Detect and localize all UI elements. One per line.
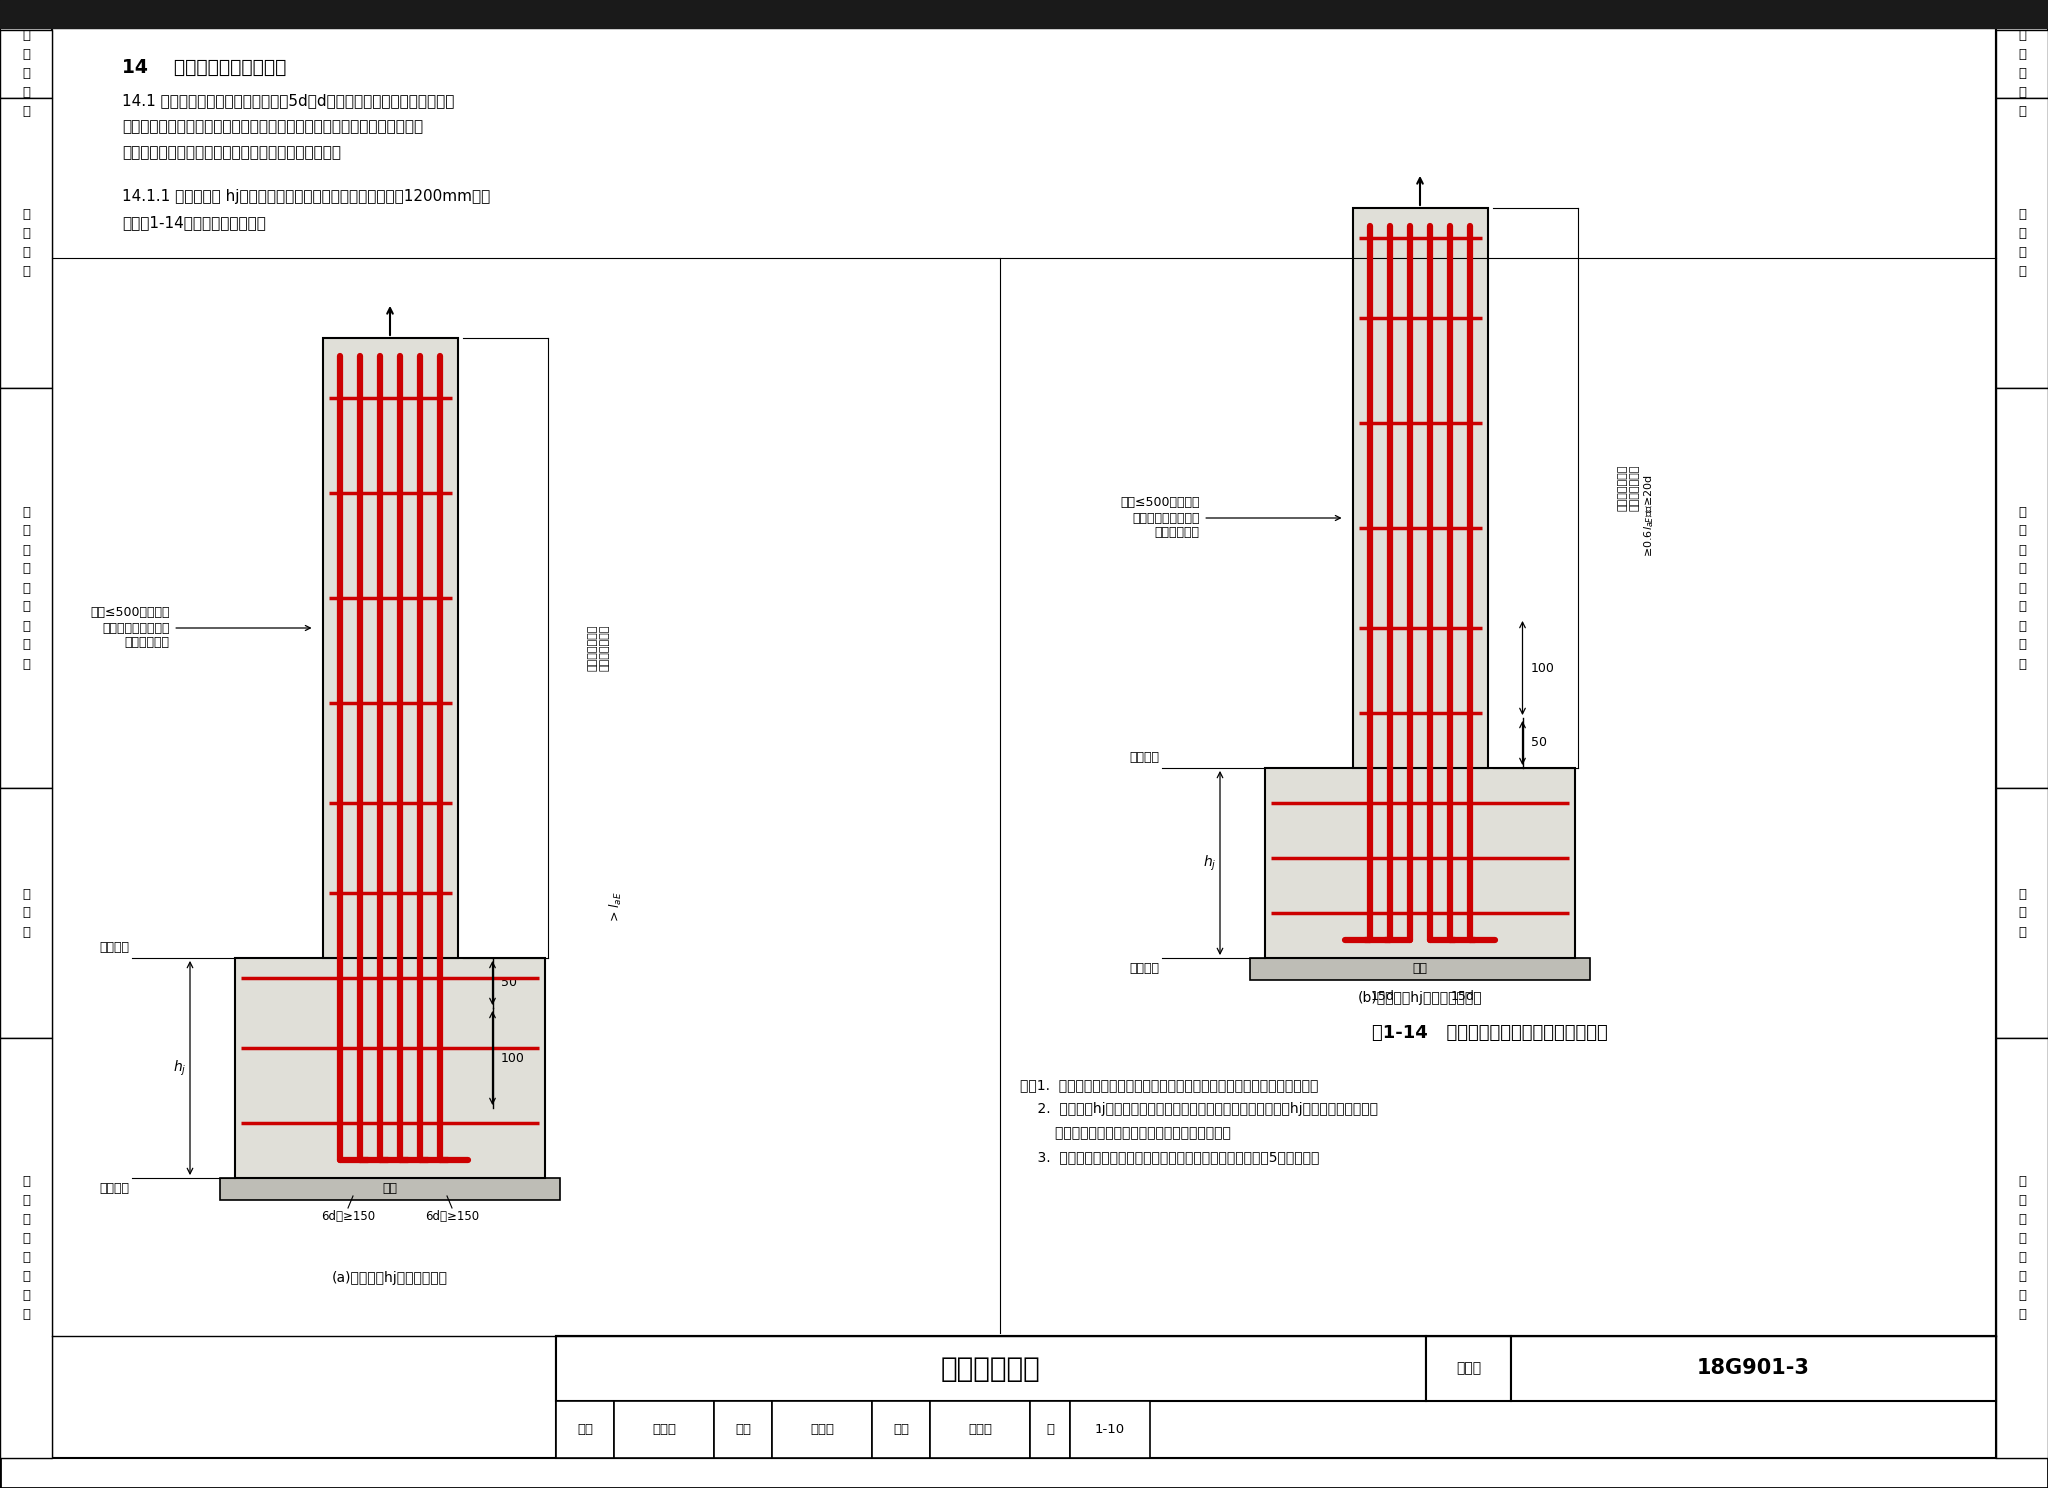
Bar [1997,98,2048,388]
Text: 校对: 校对 [735,1423,752,1436]
Text: 黄志刚: 黄志刚 [651,1423,676,1436]
Bar [236,958,545,1178]
Text: 柱纵向钢筋搭接
长度范围内箍筋: 柱纵向钢筋搭接 长度范围内箍筋 [588,625,610,671]
Text: 3.  本图适用于纵向受力钢筋的保护层厚度大于最大钢筋直径5倍的情况。: 3. 本图适用于纵向受力钢筋的保护层厚度大于最大钢筋直径5倍的情况。 [1020,1150,1319,1164]
Text: 曹云锋: 曹云锋 [811,1423,834,1436]
Text: 基础顶面: 基础顶面 [98,940,129,954]
Text: 审核: 审核 [578,1423,594,1436]
Text: 18G901-3: 18G901-3 [1698,1359,1810,1378]
Text: 页: 页 [1047,1423,1055,1436]
Text: 一
般
构
造
要
求: 一 般 构 造 要 求 [2017,10,2025,118]
Bar [0,30,51,98]
Text: 2.  基础高度hj为基础底面至基础顶面的高度。柱下为基础梁时，hj为梁底面至顶面的高: 2. 基础高度hj为基础底面至基础顶面的高度。柱下为基础梁时，hj为梁底面至顶面… [1020,1103,1378,1116]
Bar [0,0,2048,28]
Text: 与
基
础
有
关
的
构
造: 与 基 础 有 关 的 构 造 [23,1176,31,1321]
Text: 设计: 设计 [893,1423,909,1436]
Text: 间距≤500，且不小
于两道矩形封闭箍筋
（非复合箍）: 间距≤500，且不小 于两道矩形封闭箍筋 （非复合箍） [90,607,311,649]
Text: 独
立
基
础: 独 立 基 础 [2017,208,2025,278]
Text: 垫层: 垫层 [1413,963,1427,976]
Text: 度。当柱两侧基础梁标高不同时，取较低标高。: 度。当柱两侧基础梁标高不同时，取较低标高。 [1020,1126,1231,1140]
Bar [715,1402,772,1458]
Bar [322,338,457,958]
Bar [1266,768,1575,958]
Text: 桩
基
础: 桩 基 础 [2017,887,2025,939]
Text: 间距≤500，且不小
于两道矩形封闭箍筋
（非复合箍）: 间距≤500，且不小 于两道矩形封闭箍筋 （非复合箍） [1120,497,1339,540]
Text: 独
立
基
础: 独 立 基 础 [23,208,31,278]
Text: 14    柱插筋在基础中的锚固: 14 柱插筋在基础中的锚固 [123,58,287,77]
Bar [0,28,51,1458]
Text: $h_j$: $h_j$ [1204,853,1217,872]
Bar [1997,388,2048,789]
Text: 15d: 15d [1370,990,1395,1003]
Text: 注：1.  图中基础可以是独立基础、条形基础、基础梁、筏板基础和桩基承台。: 注：1. 图中基础可以是独立基础、条形基础、基础梁、筏板基础和桩基承台。 [1020,1077,1319,1092]
Bar [555,1402,614,1458]
Text: 14.1 当纵向钢筋的保护层厚度均大于5d（d为锚固钢筋的最大直径）时，本: 14.1 当纵向钢筋的保护层厚度均大于5d（d为锚固钢筋的最大直径）时，本 [123,92,455,109]
Bar [1249,958,1589,981]
Bar [1069,1402,1151,1458]
Text: 15d: 15d [1450,990,1475,1003]
Text: 一般构造要求: 一般构造要求 [942,1354,1040,1382]
Bar [1425,1336,1511,1402]
Text: 图1-14   柱插筋在基础中的排布构造（一）: 图1-14 柱插筋在基础中的排布构造（一） [1372,1024,1608,1042]
Text: 基础底面: 基础底面 [98,1181,129,1195]
Text: 1-10: 1-10 [1096,1423,1124,1436]
Text: > $l_{aE}$: > $l_{aE}$ [608,891,623,923]
Text: 条
形
基
础
与
筏
形
基
础: 条 形 基 础 与 筏 形 基 础 [2017,506,2025,671]
Bar [930,1402,1030,1458]
Bar [0,1039,51,1458]
Bar [0,789,51,1039]
Bar [1511,1336,1997,1402]
Text: 基础顶面: 基础顶面 [1128,751,1159,763]
Text: 6d且≥150: 6d且≥150 [322,1210,375,1223]
Text: 图集号: 图集号 [1456,1362,1481,1375]
Bar [1030,1402,1069,1458]
Text: 与
基
础
有
关
的
构
造: 与 基 础 有 关 的 构 造 [2017,1176,2025,1321]
Bar [555,1336,1425,1402]
Text: 一
般
构
造
要
求: 一 般 构 造 要 求 [23,10,31,118]
Bar [1352,208,1487,768]
Bar [1997,789,2048,1039]
Bar [872,1402,930,1458]
Text: 桩
基
础: 桩 基 础 [23,887,31,939]
Text: 50: 50 [1530,737,1546,750]
Bar [555,1336,1997,1458]
Text: 100: 100 [500,1052,524,1064]
Text: 王怀元: 王怀元 [969,1423,991,1436]
Bar [1997,28,2048,1458]
Text: 50: 50 [500,976,516,990]
Text: $h_j$: $h_j$ [174,1058,186,1077]
Bar [219,1178,559,1199]
Text: 柱纵向钢筋搭接
长度范围内箍筋: 柱纵向钢筋搭接 长度范围内箍筋 [1618,464,1640,512]
Text: 6d且≥150: 6d且≥150 [424,1210,479,1223]
Text: 插筋方式时，可按如下原则选用本图集的柱插筋方式：: 插筋方式时，可按如下原则选用本图集的柱插筋方式： [123,144,342,161]
Bar [1997,1039,2048,1458]
Bar [772,1402,872,1458]
Text: 采用图1-14的柱插筋锚固方式。: 采用图1-14的柱插筋锚固方式。 [123,214,266,231]
Text: 垫层: 垫层 [383,1183,397,1195]
Text: (a)基础高度hj满足直锚长度: (a)基础高度hj满足直锚长度 [332,1271,449,1286]
Bar [614,1402,715,1458]
Text: (b)基础高度hj不满足直锚长度: (b)基础高度hj不满足直锚长度 [1358,991,1483,1004]
Text: ≥0.6$l_{aE}$，且≥20d: ≥0.6$l_{aE}$，且≥20d [1642,475,1657,558]
Bar [1997,30,2048,98]
Text: 14.1.1 当基础高度 hj或基础顶面与中间层钢筋网片的距离小于1200mm时，: 14.1.1 当基础高度 hj或基础顶面与中间层钢筋网片的距离小于1200mm时… [123,189,489,204]
Text: 100: 100 [1530,662,1554,674]
Text: 图中柱插筋方式应由设计人员根据柱受力情况选定。当设计文件没有指定柱: 图中柱插筋方式应由设计人员根据柱受力情况选定。当设计文件没有指定柱 [123,119,424,134]
Bar [0,98,51,388]
Text: 条
形
基
础
与
筏
形
基
础: 条 形 基 础 与 筏 形 基 础 [23,506,31,671]
Bar [0,388,51,789]
Text: 基础底面: 基础底面 [1128,963,1159,975]
